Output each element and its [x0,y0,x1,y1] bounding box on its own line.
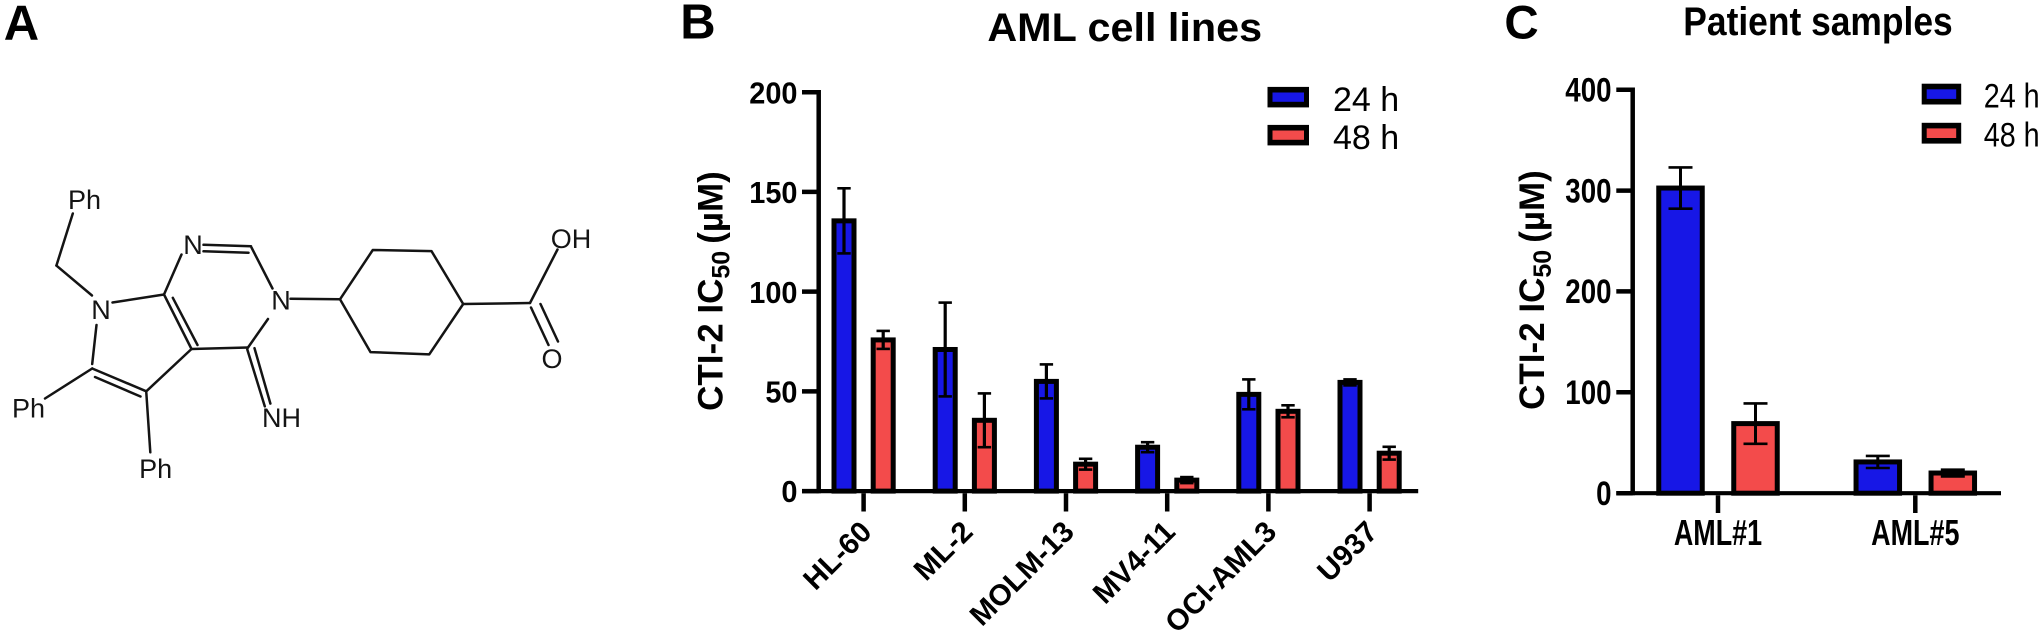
svg-text:100: 100 [749,276,797,310]
svg-text:200: 200 [1565,273,1611,311]
svg-text:0: 0 [1596,475,1611,513]
svg-text:48 h: 48 h [1984,117,2040,155]
svg-text:C: C [1504,0,1538,50]
svg-text:24 h: 24 h [1984,78,2040,116]
svg-text:HL-60: HL-60 [797,515,878,596]
svg-text:ML-2: ML-2 [907,515,979,587]
svg-text:0: 0 [781,475,797,509]
svg-text:Ph: Ph [139,454,172,484]
svg-text:300: 300 [1565,172,1611,210]
svg-text:CTI-2 IC50 (µM): CTI-2 IC50 (µM) [1513,170,1557,410]
svg-text:O: O [541,344,562,374]
svg-text:NH: NH [262,403,301,433]
svg-text:AML#1: AML#1 [1674,512,1762,553]
svg-text:N: N [271,286,291,316]
svg-text:400: 400 [1565,72,1611,110]
svg-text:150: 150 [749,176,797,210]
svg-text:50: 50 [765,376,797,410]
svg-text:Ph: Ph [68,185,101,215]
svg-text:N: N [183,230,203,260]
svg-text:100: 100 [1565,374,1611,412]
svg-text:AML cell lines: AML cell lines [987,6,1262,50]
svg-text:CTI-2 IC50 (µM): CTI-2 IC50 (µM) [692,171,736,411]
svg-text:Patient samples: Patient samples [1683,0,1952,44]
svg-text:200: 200 [749,76,797,110]
svg-text:U937: U937 [1311,515,1384,588]
svg-text:A: A [4,0,39,50]
svg-text:B: B [680,0,715,49]
svg-text:N: N [91,295,111,325]
svg-text:AML#5: AML#5 [1871,512,1959,553]
svg-text:Ph: Ph [12,394,45,424]
svg-text:48 h: 48 h [1333,119,1399,157]
svg-text:OCI-AML3: OCI-AML3 [1159,515,1283,639]
svg-text:MOLM-13: MOLM-13 [963,515,1080,632]
svg-text:MV4-11: MV4-11 [1087,515,1182,610]
svg-text:24 h: 24 h [1333,81,1399,119]
